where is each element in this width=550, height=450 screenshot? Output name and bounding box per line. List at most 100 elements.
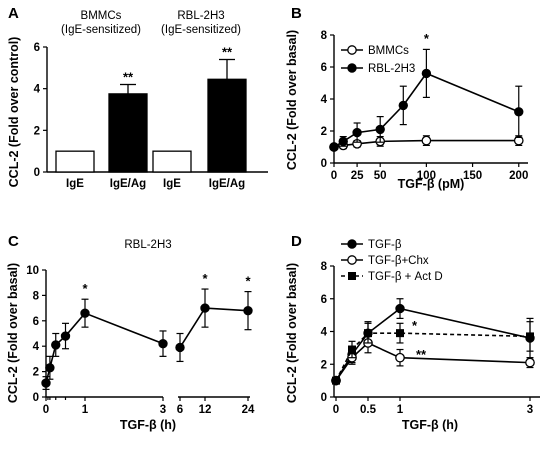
panel-a-y-label: CCL-2 (Fold over control) [7,37,21,188]
panel-d-y-label: CCL-2 (Fold over basal) [285,263,299,403]
panel-c-x-tick-label: 3 [160,404,166,416]
panel-d-point [364,329,372,338]
panel-a-y-tick-label: 0 [34,167,40,179]
panel-a-bar [207,78,247,173]
panel-c-x-tick-label: 0 [43,404,49,416]
panel-b-x-tick-label: 100 [417,170,436,182]
panel-c-point [158,338,168,349]
panel-d-point [332,376,340,385]
panel-a-y-tick-label: 2 [34,125,40,137]
panel-c-point [45,363,55,373]
panel-b-x-tick-label: 0 [331,170,337,182]
panel-c-point [51,340,61,350]
panel-a-y-tick-label: 6 [34,42,40,54]
panel-b-point [398,100,408,111]
panel-d-legend-marker [347,255,357,265]
panel-c-x-tick-label: 1 [82,404,89,416]
panel-d-legend-label: TGF-β + Act D [368,271,443,283]
panel-b-point [514,107,524,117]
panel-b-y-tick-label: 0 [321,158,327,170]
panel-d-letter: D [291,233,302,250]
panel-d-x-tick-label: 3 [527,404,533,416]
panel-a-significance: ** [222,45,233,60]
panel-b-x-tick-label: 25 [351,170,364,182]
panel-c-annotation: * [82,281,88,296]
panel-c-point [80,308,90,318]
panel-d-y-tick-label: 0 [321,392,327,404]
panel-a-significance: ** [123,70,134,85]
panel-d-point [396,329,404,338]
panel-d-y-tick-label: 2 [321,359,327,371]
panel-d-annotation: * [412,318,418,333]
panel-a-group-label: BMMCs [81,10,122,22]
panel-d-point [348,345,356,354]
panel-a-group-sublabel: (IgE-sensitized) [61,24,141,36]
panel-b-point [352,127,362,138]
panel-c-x-tick-label: 24 [242,404,255,416]
panel-d-point [395,352,405,363]
panel-d-legend-label: TGF-β [368,239,402,251]
panel-b-point [421,135,432,146]
panel-b-x-tick-label: 150 [463,170,482,182]
panel-c-point [175,342,185,353]
panel-c-y-tick-label: 8 [33,290,40,302]
panel-c-y-label: CCL-2 (Fold over basal) [6,263,20,403]
panel-b-y-label: CCL-2 (Fold over basal) [285,30,299,170]
panel-c-y-tick-label: 4 [33,341,40,353]
panel-a-y-tick-label: 4 [34,84,41,96]
panel-a-x-tick-label: IgE/Ag [110,178,146,190]
panel-a-letter: A [8,5,19,22]
panel-c-point [200,303,210,313]
panel-d-legend-label: TGF-β+Chx [368,255,429,267]
panel-c-series-line [179,307,249,348]
panel-d-y-tick-label: 4 [321,327,328,339]
panel-c-y-tick-label: 10 [26,265,39,277]
panel-d-point [525,357,535,368]
panel-a-x-tick-label: IgE/Ag [209,178,245,190]
panel-b-x-tick-label: 50 [374,170,387,182]
panel-b-y-tick-label: 8 [321,30,328,42]
panel-b-legend-marker [347,45,357,55]
panel-a-bar [108,93,148,173]
panel-d-x-label: TGF-β (h) [402,418,458,432]
panel-b-legend-marker [347,63,357,73]
panel-a-x-tick-label: IgE [66,178,84,190]
panel-c-point [60,331,71,341]
panel-a-bar [152,150,192,173]
panel-d-point [395,303,405,314]
panel-c-annotation: * [202,271,208,286]
panel-c-y-tick-label: 2 [33,367,39,379]
panel-d-point [526,332,534,341]
panel-b-y-tick-label: 2 [321,126,327,138]
panel-b-x-tick-label: 200 [509,170,528,182]
panel-d-annotation: ** [416,347,427,362]
panel-a-group-sublabel: (IgE-sensitized) [161,24,241,36]
panel-c-y-tick-label: 6 [33,316,39,328]
panel-b-point [375,124,385,135]
panel-d-x-tick-label: 0 [333,404,339,416]
panel-d-x-tick-label: 1 [397,404,404,416]
panel-c-title: RBL-2H3 [124,239,171,251]
panel-b-point [421,68,432,79]
panel-b-annotation: * [424,31,430,46]
panel-b-y-tick-label: 6 [321,62,327,74]
panel-d-y-tick-label: 8 [321,261,328,273]
panel-d-legend-marker [347,239,357,249]
panel-d-legend-marker [348,272,356,280]
panel-b-legend-label: RBL-2H3 [368,63,415,75]
panel-a-x-tick-label: IgE [163,178,181,190]
panel-c-point [243,305,253,316]
panel-c-x-label: TGF-β (h) [120,418,176,432]
panel-d-series-line [335,342,531,382]
panel-d-x-tick-label: 0.5 [360,404,377,416]
panel-b-x-label: TGF-β (pM) [398,177,465,191]
panel-c-annotation: * [245,273,251,288]
panel-b-y-tick-label: 4 [321,94,328,106]
panel-c-x-tick-label: 6 [177,404,183,416]
panel-c-x-tick-label: 12 [199,404,212,416]
panel-a-bar [55,150,95,173]
panel-b-legend-label: BMMCs [368,45,409,57]
panel-c-point [41,378,51,388]
panel-b-point [329,142,339,152]
